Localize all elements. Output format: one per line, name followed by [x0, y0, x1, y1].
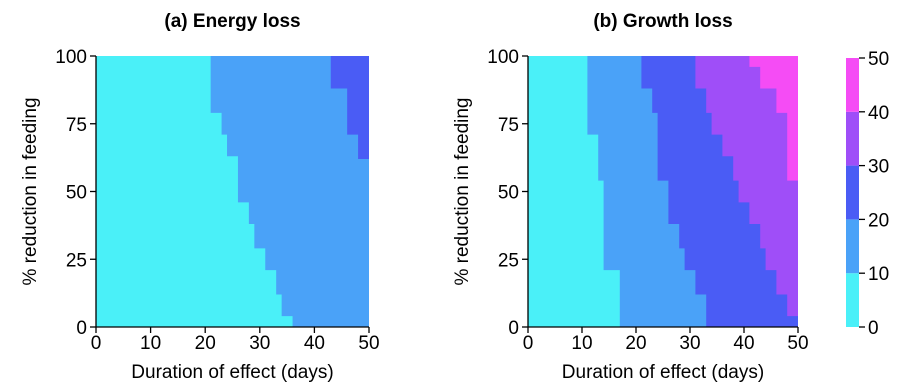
energy-region-20-30 — [330, 56, 369, 159]
energy-xtick-label: 10 — [140, 333, 161, 354]
growth-region-30-40 — [695, 56, 798, 317]
growth-xtick-label: 30 — [679, 333, 700, 354]
colorbar-segment — [846, 111, 859, 166]
growth-ytick-label: 0 — [508, 318, 519, 339]
energy-xtick-label: 40 — [304, 333, 325, 354]
energy-xtick-label: 0 — [91, 333, 102, 354]
growth-ytick-label: 50 — [498, 183, 519, 204]
energy-xtick-label: 20 — [195, 333, 216, 354]
growth-xtick-label: 40 — [733, 333, 754, 354]
energy-region-10-20 — [210, 56, 369, 327]
energy-xtick-label: 50 — [358, 333, 379, 354]
colorbar-tick-label: 50 — [868, 49, 889, 70]
energy-panel-title: (a) Energy loss — [164, 11, 300, 32]
growth-xtick-label: 50 — [787, 333, 808, 354]
growth-ytick-label: 25 — [498, 250, 519, 271]
energy-xtick-label: 30 — [249, 333, 270, 354]
energy-y-axis-label: % reduction in feeding — [20, 97, 41, 285]
energy-ytick-label: 50 — [66, 183, 87, 204]
growth-xtick-label: 10 — [571, 333, 592, 354]
growth-ytick-label: 75 — [498, 115, 519, 136]
colorbar-segment — [846, 165, 859, 220]
colorbar-tick-label: 30 — [868, 157, 889, 178]
colorbar-segment — [846, 273, 859, 327]
energy-ytick-label: 75 — [66, 115, 87, 136]
colorbar-tick-label: 10 — [868, 264, 889, 285]
energy-ytick-label: 25 — [66, 250, 87, 271]
colorbar-tick-label: 20 — [868, 210, 889, 231]
growth-x-axis-label: Duration of effect (days) — [562, 362, 764, 383]
growth-xtick-label: 20 — [625, 333, 646, 354]
energy-ytick-label: 0 — [76, 318, 87, 339]
growth-ytick-label: 100 — [487, 47, 519, 68]
colorbar-tick-label: 40 — [868, 103, 889, 124]
growth-panel-title: (b) Growth loss — [593, 11, 732, 32]
energy-x-axis-label: Duration of effect (days) — [131, 362, 333, 383]
colorbar-segment — [846, 58, 859, 112]
energy-ytick-label: 100 — [55, 47, 87, 68]
colorbar-tick-label: 0 — [868, 318, 879, 339]
growth-y-axis-label: % reduction in feeding — [452, 97, 473, 285]
growth-xtick-label: 0 — [523, 333, 534, 354]
growth-region-40-50 — [749, 56, 798, 181]
colorbar-segment — [846, 219, 859, 274]
